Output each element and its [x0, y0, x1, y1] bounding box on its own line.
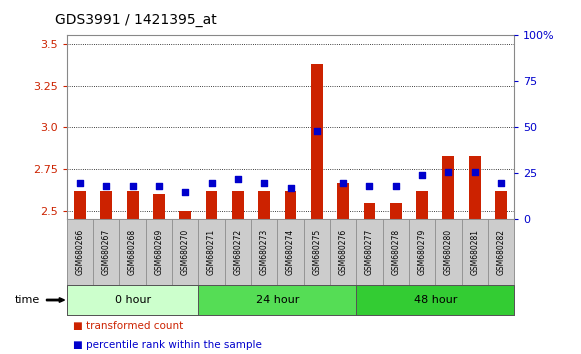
Point — [181, 189, 190, 195]
Bar — [285, 191, 296, 219]
Text: GSM680268: GSM680268 — [128, 229, 137, 275]
Text: GSM680269: GSM680269 — [155, 229, 163, 275]
Text: GSM680280: GSM680280 — [444, 229, 453, 275]
Bar — [101, 191, 112, 219]
Bar — [495, 191, 507, 219]
Text: GSM680277: GSM680277 — [365, 229, 374, 275]
Text: GSM680279: GSM680279 — [418, 229, 426, 275]
Text: GSM680278: GSM680278 — [391, 229, 400, 275]
Text: GSM680274: GSM680274 — [286, 229, 295, 275]
Text: GSM680272: GSM680272 — [234, 229, 242, 275]
Bar — [180, 211, 191, 219]
Point — [470, 169, 479, 175]
Text: GSM680267: GSM680267 — [102, 229, 111, 275]
Text: GDS3991 / 1421395_at: GDS3991 / 1421395_at — [55, 12, 217, 27]
Bar — [127, 191, 138, 219]
Point — [496, 180, 505, 185]
Point — [391, 183, 400, 189]
Bar — [364, 203, 375, 219]
Text: GSM680282: GSM680282 — [497, 229, 505, 275]
Text: GSM680276: GSM680276 — [339, 229, 347, 275]
Point — [417, 172, 426, 178]
Bar — [311, 64, 322, 219]
Point — [128, 183, 137, 189]
Point — [444, 169, 453, 175]
Point — [339, 180, 348, 185]
Text: ■ percentile rank within the sample: ■ percentile rank within the sample — [73, 340, 261, 350]
Text: 24 hour: 24 hour — [256, 295, 299, 305]
Text: GSM680273: GSM680273 — [260, 229, 268, 275]
Point — [207, 180, 216, 185]
Text: ■ transformed count: ■ transformed count — [73, 321, 183, 331]
Bar — [206, 191, 217, 219]
Point — [312, 128, 321, 134]
Bar — [74, 191, 86, 219]
Bar — [416, 191, 428, 219]
Point — [76, 180, 85, 185]
Point — [365, 183, 374, 189]
Point — [286, 185, 295, 191]
Bar — [153, 194, 165, 219]
Point — [102, 183, 111, 189]
Text: GSM680281: GSM680281 — [470, 229, 479, 275]
Point — [233, 176, 242, 182]
Text: GSM680270: GSM680270 — [181, 229, 190, 275]
Text: GSM680266: GSM680266 — [76, 229, 84, 275]
Text: 0 hour: 0 hour — [114, 295, 150, 305]
Text: time: time — [15, 295, 40, 305]
Bar — [443, 156, 454, 219]
Bar — [337, 183, 349, 219]
Text: GSM680271: GSM680271 — [207, 229, 216, 275]
Text: GSM680275: GSM680275 — [313, 229, 321, 275]
Bar — [259, 191, 270, 219]
Text: 48 hour: 48 hour — [414, 295, 457, 305]
Point — [260, 180, 269, 185]
Bar — [232, 191, 244, 219]
Bar — [469, 156, 480, 219]
Bar — [390, 203, 401, 219]
Point — [155, 183, 164, 189]
